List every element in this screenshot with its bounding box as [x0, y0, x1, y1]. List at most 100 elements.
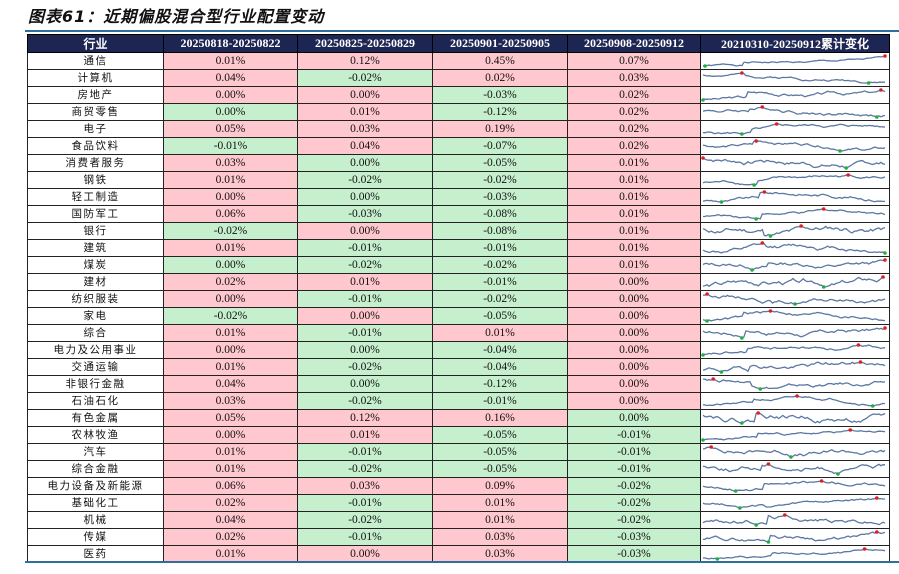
weekly-change-cell: 0.01% — [567, 222, 701, 240]
min-marker — [883, 251, 887, 255]
cumulative-sparkline — [702, 173, 886, 187]
max-marker — [782, 513, 787, 517]
cumulative-sparkline-cell — [700, 256, 890, 274]
cumulative-sparkline-cell — [700, 358, 890, 376]
max-marker — [709, 445, 713, 449]
min-marker — [740, 132, 744, 136]
min-marker — [838, 149, 842, 153]
cumulative-sparkline — [702, 360, 886, 374]
cumulative-sparkline — [701, 428, 886, 442]
weekly-change-cell: 0.03% — [297, 477, 433, 495]
cumulative-sparkline-cell — [700, 324, 890, 342]
weekly-change-cell: -0.02% — [297, 460, 433, 478]
weekly-change-cell: 0.07% — [567, 52, 701, 70]
weekly-change-cell: 0.00% — [163, 86, 298, 104]
weekly-change-cell: 0.00% — [567, 290, 701, 308]
weekly-change-cell: 0.00% — [297, 86, 433, 104]
table-row: 电子 0.05% 0.03% 0.19% 0.02% — [27, 120, 890, 138]
weekly-change-cell: 0.00% — [163, 103, 298, 121]
max-marker — [819, 479, 824, 483]
industry-name: 煤炭 — [27, 256, 164, 274]
weekly-change-cell: -0.02% — [567, 477, 701, 495]
sparkline-path — [702, 480, 886, 492]
weekly-change-cell: -0.01% — [297, 324, 433, 342]
table-row: 基础化工 0.02% -0.01% 0.01% -0.02% — [27, 494, 890, 512]
weekly-change-cell: 0.19% — [432, 120, 568, 138]
weekly-change-cell: -0.01% — [432, 392, 568, 410]
header-cumulative: 20210310-20250912累计变化 — [700, 34, 890, 53]
weekly-change-cell: 0.00% — [567, 409, 701, 427]
weekly-change-cell: 0.05% — [163, 409, 298, 427]
cumulative-sparkline-cell — [700, 545, 890, 563]
weekly-change-cell: -0.01% — [163, 137, 298, 155]
cumulative-sparkline-cell — [700, 494, 890, 512]
max-marker — [879, 88, 883, 92]
industry-name: 房地产 — [27, 86, 164, 104]
sparkline-path — [702, 225, 886, 237]
min-marker — [758, 387, 763, 391]
sparkline-path — [702, 429, 886, 441]
max-marker — [799, 224, 803, 228]
table-row: 机械 0.04% -0.02% 0.01% -0.02% — [27, 511, 890, 529]
weekly-change-cell: 0.01% — [432, 494, 568, 512]
cumulative-sparkline-cell — [700, 103, 890, 121]
weekly-change-cell: 0.01% — [163, 171, 298, 189]
cumulative-sparkline-cell — [700, 137, 890, 155]
table-row: 综合金融 0.01% -0.02% -0.05% -0.01% — [27, 460, 890, 478]
min-marker — [754, 523, 758, 527]
weekly-change-cell: 0.00% — [163, 188, 298, 206]
table-row: 石油石化 0.03% -0.02% -0.01% 0.00% — [27, 392, 890, 410]
cumulative-sparkline-cell — [700, 426, 890, 444]
cumulative-sparkline-cell — [700, 69, 890, 87]
weekly-change-cell: 0.00% — [297, 375, 433, 393]
weekly-change-cell: -0.01% — [567, 460, 701, 478]
max-marker — [754, 139, 758, 143]
max-marker — [883, 54, 887, 58]
sparkline-path — [702, 497, 886, 509]
cumulative-sparkline — [702, 105, 886, 119]
cumulative-sparkline-cell — [700, 188, 890, 206]
weekly-change-cell: 0.01% — [432, 324, 568, 342]
weekly-change-cell: 0.03% — [432, 528, 568, 546]
max-marker — [774, 122, 779, 126]
weekly-change-cell: -0.01% — [297, 528, 433, 546]
weekly-change-cell: -0.02% — [432, 290, 568, 308]
figure-title: 图表61：近期偏股混合型行业配置变动 — [28, 7, 325, 26]
cumulative-sparkline — [702, 309, 886, 323]
weekly-change-cell: 0.03% — [163, 154, 298, 172]
cumulative-sparkline-cell — [700, 477, 890, 495]
cumulative-sparkline-cell — [700, 375, 890, 393]
min-marker — [701, 438, 705, 442]
industry-name: 建材 — [27, 273, 164, 291]
cumulative-sparkline-cell — [700, 307, 890, 325]
table-row: 商贸零售 0.00% 0.01% -0.12% 0.02% — [27, 103, 890, 121]
sparkline-path — [702, 106, 886, 118]
cumulative-sparkline — [702, 326, 887, 340]
weekly-change-cell: 0.12% — [297, 52, 433, 70]
table-row: 家电 -0.02% 0.00% -0.05% 0.00% — [27, 307, 890, 325]
max-marker — [848, 428, 853, 432]
table-row: 农林牧渔 0.00% 0.01% -0.05% -0.01% — [27, 426, 890, 444]
weekly-change-cell: 0.00% — [567, 273, 701, 291]
cumulative-sparkline — [702, 377, 886, 391]
sparkline-path — [702, 293, 886, 305]
min-marker — [754, 217, 758, 221]
max-marker — [795, 394, 799, 398]
weekly-change-cell: -0.12% — [432, 103, 568, 121]
cumulative-sparkline — [703, 207, 886, 221]
min-marker — [719, 370, 724, 374]
industry-name: 商贸零售 — [27, 103, 164, 121]
cumulative-sparkline — [702, 530, 886, 544]
weekly-change-cell: 0.00% — [567, 375, 701, 393]
weekly-change-cell: -0.02% — [297, 392, 433, 410]
cumulative-sparkline-cell — [700, 154, 890, 172]
min-marker — [844, 166, 848, 170]
sparkline-path — [703, 208, 886, 220]
weekly-change-cell: 0.01% — [163, 358, 298, 376]
weekly-change-cell: 0.00% — [163, 256, 298, 274]
weekly-change-cell: -0.12% — [432, 375, 568, 393]
cumulative-sparkline — [702, 292, 886, 306]
industry-name: 医药 — [27, 545, 164, 563]
table-row: 医药 0.01% 0.00% 0.03% -0.03% — [27, 545, 890, 563]
cumulative-sparkline-cell — [700, 86, 890, 104]
